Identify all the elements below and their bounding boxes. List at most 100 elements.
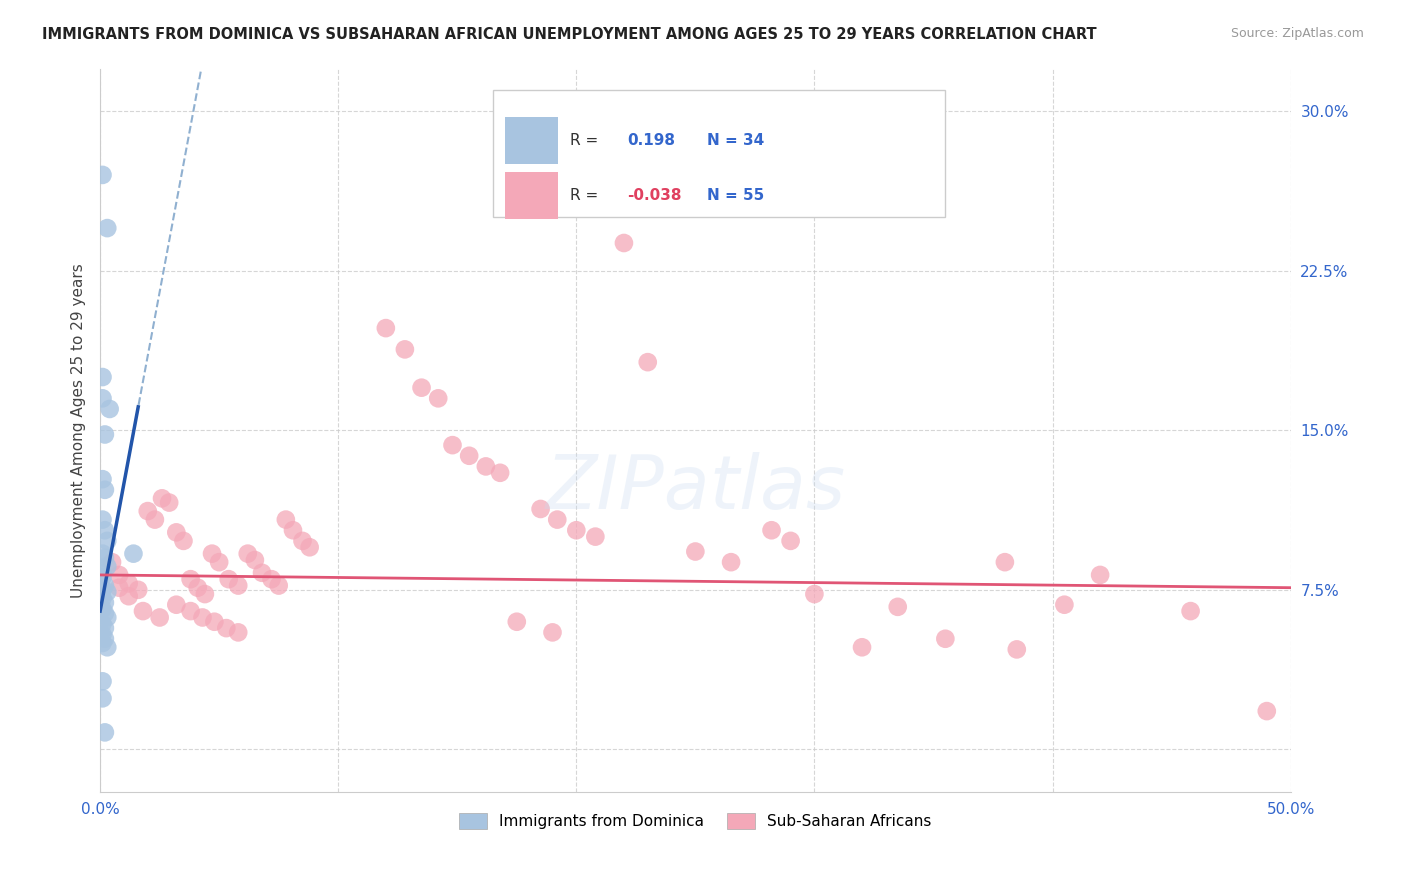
Point	[101, 555, 124, 569]
Point	[441, 438, 464, 452]
Point	[94, 596, 117, 610]
Point	[91, 674, 114, 689]
Bar	[505, 171, 558, 219]
Point	[180, 572, 202, 586]
Point	[427, 392, 450, 406]
Point	[96, 640, 118, 655]
Point	[1088, 568, 1111, 582]
Point	[127, 582, 149, 597]
Point	[122, 547, 145, 561]
Point	[887, 599, 910, 614]
Point	[96, 221, 118, 235]
Point	[91, 570, 114, 584]
Point	[91, 636, 114, 650]
Point	[91, 547, 114, 561]
Point	[215, 621, 238, 635]
Point	[91, 472, 114, 486]
Point	[274, 513, 297, 527]
Point	[541, 625, 564, 640]
Point	[934, 632, 956, 646]
Point	[172, 533, 194, 548]
Text: -0.038: -0.038	[627, 187, 682, 202]
Point	[165, 525, 187, 540]
Point	[91, 566, 114, 580]
Point	[94, 725, 117, 739]
Point	[475, 459, 498, 474]
Point	[91, 370, 114, 384]
Point	[94, 523, 117, 537]
Point	[720, 555, 742, 569]
Point	[180, 604, 202, 618]
Point	[201, 547, 224, 561]
Point	[118, 589, 141, 603]
Point	[96, 533, 118, 548]
Point	[583, 530, 606, 544]
Y-axis label: Unemployment Among Ages 25 to 29 years: Unemployment Among Ages 25 to 29 years	[72, 263, 86, 598]
Point	[132, 604, 155, 618]
Point	[394, 343, 416, 357]
Point	[96, 610, 118, 624]
Point	[994, 555, 1017, 569]
Point	[489, 466, 512, 480]
Point	[108, 568, 131, 582]
Point	[1256, 704, 1278, 718]
Point	[149, 610, 172, 624]
Text: ZIPatlas: ZIPatlas	[546, 452, 845, 524]
Point	[218, 572, 240, 586]
Point	[191, 610, 214, 624]
Point	[779, 533, 801, 548]
Point	[91, 616, 114, 631]
Point	[1053, 598, 1076, 612]
Point	[243, 553, 266, 567]
Text: N = 34: N = 34	[707, 134, 765, 148]
Point	[226, 578, 249, 592]
Point	[761, 523, 783, 537]
Point	[250, 566, 273, 580]
Point	[94, 632, 117, 646]
Point	[226, 625, 249, 640]
Point	[157, 495, 180, 509]
Point	[96, 559, 118, 574]
Point	[613, 235, 636, 250]
Text: R =: R =	[571, 134, 603, 148]
Point	[94, 483, 117, 497]
Point	[685, 544, 707, 558]
Point	[91, 691, 114, 706]
Point	[94, 606, 117, 620]
Point	[187, 581, 209, 595]
Point	[91, 582, 114, 597]
Point	[194, 587, 217, 601]
Point	[94, 550, 117, 565]
Point	[202, 615, 225, 629]
Point	[458, 449, 481, 463]
Point	[803, 587, 825, 601]
Point	[267, 578, 290, 592]
Bar	[494, 90, 945, 217]
Point	[1005, 642, 1028, 657]
Point	[637, 355, 659, 369]
Point	[136, 504, 159, 518]
Point	[374, 321, 396, 335]
Point	[208, 555, 231, 569]
Point	[98, 401, 121, 416]
Point	[281, 523, 304, 537]
Text: N = 55: N = 55	[707, 187, 765, 202]
Text: 0.198: 0.198	[627, 134, 675, 148]
Point	[91, 627, 114, 641]
Point	[96, 585, 118, 599]
Legend: Immigrants from Dominica, Sub-Saharan Africans: Immigrants from Dominica, Sub-Saharan Af…	[453, 806, 938, 835]
Point	[546, 513, 568, 527]
Point	[108, 581, 131, 595]
Point	[91, 168, 114, 182]
Text: R =: R =	[571, 187, 603, 202]
Point	[150, 491, 173, 506]
Point	[165, 598, 187, 612]
Point	[91, 513, 114, 527]
Point	[91, 392, 114, 406]
Point	[94, 427, 117, 442]
Point	[143, 513, 166, 527]
Point	[1180, 604, 1202, 618]
Point	[298, 541, 321, 555]
Point	[94, 621, 117, 635]
Point	[236, 547, 259, 561]
